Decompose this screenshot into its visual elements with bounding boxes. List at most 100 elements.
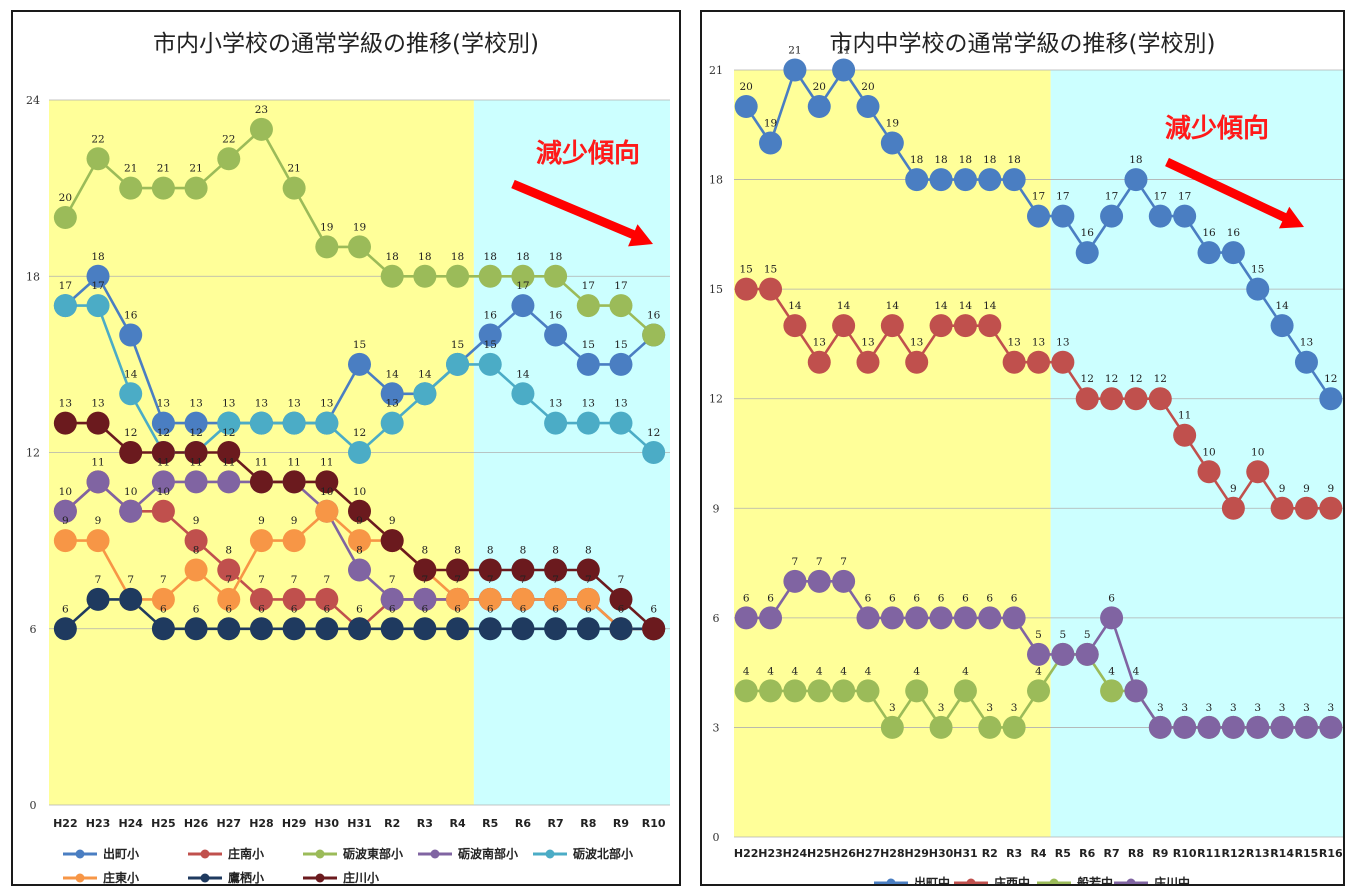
data-label: 18 <box>91 251 104 263</box>
data-label: 6 <box>323 603 330 615</box>
data-label: 14 <box>124 368 138 380</box>
data-point <box>1002 715 1026 739</box>
data-label: 14 <box>418 368 432 380</box>
data-label: 6 <box>520 603 527 615</box>
data-label: 16 <box>647 310 661 322</box>
data-label: 21 <box>788 45 801 57</box>
data-label: 20 <box>813 81 826 93</box>
data-point <box>544 617 568 641</box>
data-point <box>413 558 437 582</box>
data-label: 17 <box>582 280 595 292</box>
data-point <box>413 587 437 611</box>
data-point <box>151 617 175 641</box>
data-point <box>1124 679 1148 703</box>
data-label: 3 <box>889 702 896 714</box>
x-tick-label: H23 <box>758 847 783 860</box>
data-point <box>348 441 371 464</box>
x-tick-label: H26 <box>831 847 856 860</box>
data-label: 6 <box>62 603 69 615</box>
data-label: 16 <box>1081 227 1095 239</box>
data-point <box>734 606 758 630</box>
data-label: 5 <box>1035 629 1042 641</box>
legend-label: 砺波北部小 <box>573 846 633 861</box>
data-point <box>282 176 306 200</box>
data-point <box>783 569 807 593</box>
legend-label: 砺波南部小 <box>458 846 518 861</box>
data-point <box>119 441 143 464</box>
x-tick-label: H28 <box>249 817 274 830</box>
data-label: 18 <box>484 251 497 263</box>
data-label: 4 <box>1035 665 1042 677</box>
data-label: 10 <box>1202 446 1215 458</box>
data-label: 12 <box>1105 373 1118 385</box>
data-label: 19 <box>320 221 333 233</box>
y-tick-label: 15 <box>709 283 723 296</box>
data-point <box>1027 642 1050 666</box>
data-label: 18 <box>910 154 923 166</box>
data-point <box>511 558 535 582</box>
x-tick-label: H28 <box>880 847 905 860</box>
data-label: 3 <box>938 702 945 714</box>
data-point <box>832 569 856 593</box>
data-point <box>759 277 783 301</box>
data-point <box>151 470 175 494</box>
y-tick-label: 0 <box>30 799 37 812</box>
data-point <box>86 529 110 553</box>
data-label: 14 <box>1275 300 1289 312</box>
x-tick-label: H30 <box>929 847 954 860</box>
y-tick-label: 18 <box>26 270 40 283</box>
data-point <box>1075 642 1099 666</box>
data-point <box>86 470 110 494</box>
data-label: 10 <box>320 486 333 498</box>
data-point <box>119 382 143 406</box>
data-label: 6 <box>258 603 265 615</box>
data-point <box>1148 204 1172 228</box>
data-point <box>1173 423 1197 447</box>
data-label: 6 <box>938 592 945 604</box>
data-point <box>978 606 1002 630</box>
data-point <box>1246 277 1270 301</box>
data-label: 14 <box>983 300 997 312</box>
data-point <box>642 323 666 347</box>
x-tick-label: R2 <box>384 817 400 830</box>
data-point <box>53 206 77 229</box>
data-label: 15 <box>1251 264 1264 276</box>
data-point <box>184 470 208 494</box>
data-label: 6 <box>454 603 461 615</box>
data-point <box>929 715 953 739</box>
data-point <box>184 441 208 464</box>
elementary-chart: 0 6 12 18 24 H22 H23 H24 H25 H26 H27 H28 H29 H30 H31 R2… <box>26 94 670 884</box>
data-point <box>53 499 77 523</box>
data-point <box>807 569 831 593</box>
data-label: 15 <box>353 339 366 351</box>
legend-marker <box>1126 878 1136 884</box>
data-point <box>1294 715 1318 739</box>
data-label: 8 <box>487 545 494 557</box>
data-point <box>832 679 856 703</box>
data-label: 14 <box>788 300 802 312</box>
data-label: 16 <box>1202 227 1216 239</box>
data-point <box>348 529 371 553</box>
x-tick-label: R5 <box>482 817 498 830</box>
data-label: 3 <box>1230 702 1237 714</box>
data-point <box>576 617 600 641</box>
data-point <box>880 131 904 155</box>
data-label: 6 <box>650 603 657 615</box>
data-label: 3 <box>1157 702 1164 714</box>
data-point <box>905 679 929 703</box>
data-point <box>151 499 175 523</box>
x-tick-label: R13 <box>1246 847 1270 860</box>
data-point <box>511 264 535 288</box>
data-label: 3 <box>1206 702 1213 714</box>
junior-high-chart: 0 3 6 9 12 15 18 21 H22 H23 H24 H25 H26 H27 H28 H29 H30 H… <box>709 45 1343 884</box>
legend-marker <box>545 849 555 859</box>
data-label: 8 <box>422 545 429 557</box>
data-label: 15 <box>582 339 595 351</box>
data-label: 10 <box>1251 446 1264 458</box>
data-point <box>282 470 306 494</box>
legend-marker <box>75 849 85 859</box>
data-point <box>282 617 306 641</box>
data-point <box>217 617 241 641</box>
y-tick-label: 21 <box>709 64 723 77</box>
data-point <box>1221 496 1245 520</box>
